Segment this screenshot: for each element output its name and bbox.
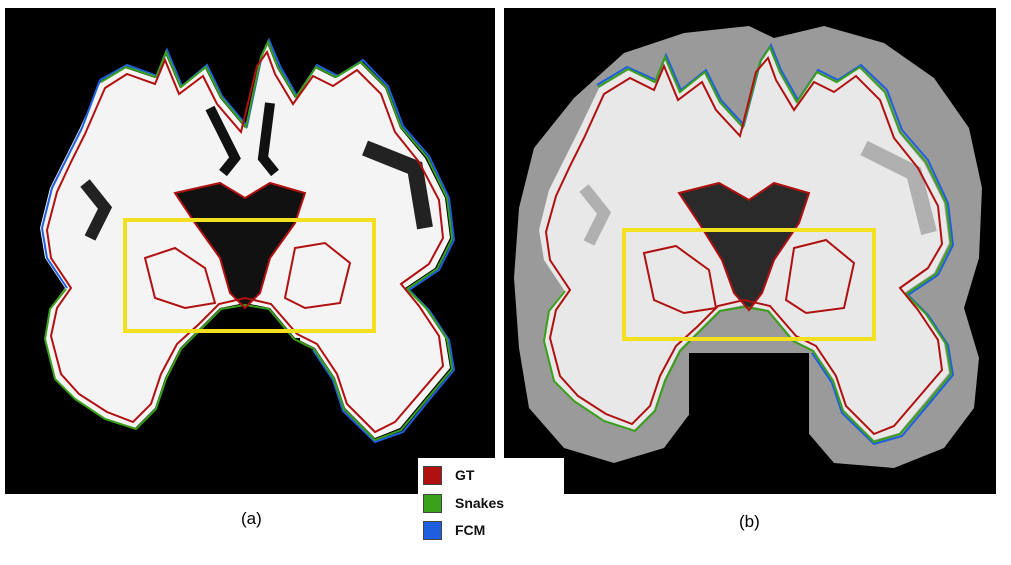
legend-label-snakes: Snakes [455, 495, 505, 511]
highlight-box [123, 218, 376, 333]
gt-contour [45, 49, 445, 434]
legend-label-fcm: FCM [455, 522, 486, 538]
brain-panel-a [5, 8, 495, 494]
brain-image-b [504, 8, 996, 494]
legend: GT Snakes FCM [418, 458, 564, 548]
snakes-contour [43, 39, 454, 442]
legend-swatch-snakes [423, 493, 442, 513]
legend-swatch-gt [423, 465, 442, 485]
caption-b: (b) [739, 512, 760, 531]
brain-panel-b [504, 8, 996, 494]
ventricle-region [175, 183, 305, 308]
gt-contour [544, 56, 944, 436]
caption-a: (a) [241, 509, 262, 528]
snakes-contour [542, 44, 953, 444]
legend-item-fcm: FCM [423, 520, 485, 540]
legend-swatch-fcm [423, 520, 442, 540]
fcm-contour [596, 42, 955, 446]
legend-item-snakes: Snakes [423, 493, 504, 513]
legend-item-gt: GT [423, 465, 474, 485]
highlight-box [622, 228, 876, 341]
brain-image-a [5, 8, 495, 494]
legend-label-gt: GT [455, 467, 475, 483]
fcm-contour [99, 37, 456, 444]
